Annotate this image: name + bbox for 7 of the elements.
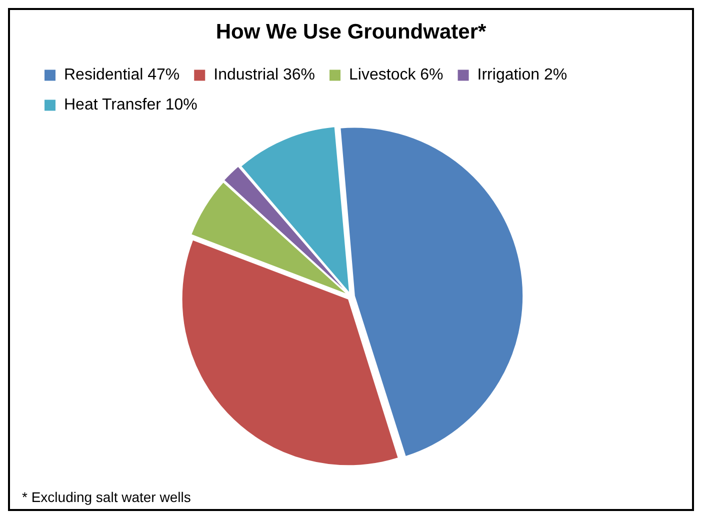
legend-label: Residential 47% [64, 66, 180, 84]
legend-label: Livestock 6% [349, 66, 444, 84]
legend-label: Irrigation 2% [477, 66, 568, 84]
legend-label: Industrial 36% [214, 66, 316, 84]
text: * Excluding salt water wells [22, 489, 191, 505]
chart-title: How We Use Groundwater* [216, 20, 487, 44]
legend-label: Heat Transfer 10% [64, 96, 198, 114]
